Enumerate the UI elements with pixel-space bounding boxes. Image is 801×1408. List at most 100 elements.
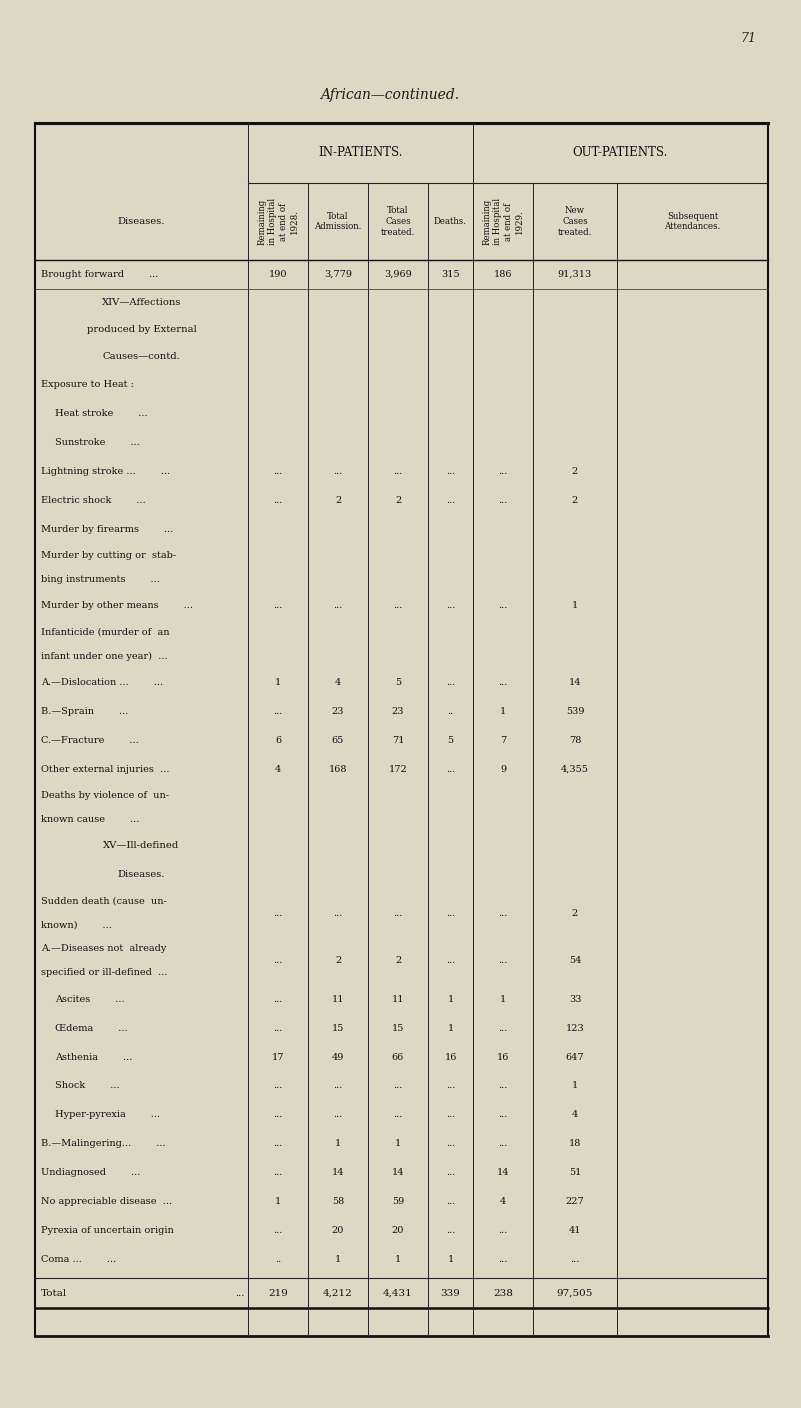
Text: ...: ... xyxy=(446,1197,455,1207)
Text: Ascites        ...: Ascites ... xyxy=(55,994,125,1004)
Text: specified or ill-defined  ...: specified or ill-defined ... xyxy=(41,969,167,977)
Text: Remaining
in Hospital
at end of
1929.: Remaining in Hospital at end of 1929. xyxy=(482,199,524,245)
Text: ..: .. xyxy=(448,707,453,715)
Text: Diseases.: Diseases. xyxy=(118,217,165,227)
Text: 20: 20 xyxy=(332,1226,344,1235)
Text: ...: ... xyxy=(273,1024,283,1032)
Text: African—continued.: African—continued. xyxy=(320,87,460,101)
Text: IN-PATIENTS.: IN-PATIENTS. xyxy=(318,146,403,159)
Text: ...: ... xyxy=(498,1255,508,1264)
Text: ...: ... xyxy=(273,707,283,715)
Text: 1: 1 xyxy=(275,677,281,687)
Text: ...: ... xyxy=(273,994,283,1004)
Text: Asthenia        ...: Asthenia ... xyxy=(55,1053,132,1062)
Text: 20: 20 xyxy=(392,1226,405,1235)
Text: 2: 2 xyxy=(572,908,578,918)
Text: ...: ... xyxy=(498,677,508,687)
Text: 14: 14 xyxy=(392,1169,405,1177)
Text: 168: 168 xyxy=(328,765,348,773)
Text: 4: 4 xyxy=(500,1197,506,1207)
Text: Diseases.: Diseases. xyxy=(118,870,165,879)
Text: Heat stroke        ...: Heat stroke ... xyxy=(55,408,147,418)
Text: ...: ... xyxy=(393,908,403,918)
Text: ...: ... xyxy=(446,1169,455,1177)
Text: 2: 2 xyxy=(395,496,401,504)
Text: 14: 14 xyxy=(332,1169,344,1177)
Text: ...: ... xyxy=(446,956,455,966)
Text: ...: ... xyxy=(446,765,455,773)
Text: New
Cases
treated.: New Cases treated. xyxy=(557,206,592,237)
Text: 5: 5 xyxy=(448,736,453,745)
Text: bing instruments        ...: bing instruments ... xyxy=(41,574,160,584)
Text: ...: ... xyxy=(393,1081,403,1090)
Text: 219: 219 xyxy=(268,1288,288,1298)
Text: ...: ... xyxy=(393,601,403,610)
Text: 4: 4 xyxy=(335,677,341,687)
Text: 17: 17 xyxy=(272,1053,284,1062)
Text: 4,355: 4,355 xyxy=(561,765,589,773)
Text: Undiagnosed        ...: Undiagnosed ... xyxy=(41,1169,140,1177)
Text: 11: 11 xyxy=(392,994,405,1004)
Text: ...: ... xyxy=(273,1111,283,1119)
Text: 54: 54 xyxy=(569,956,582,966)
Text: 23: 23 xyxy=(332,707,344,715)
Text: 5: 5 xyxy=(395,677,401,687)
Text: 2: 2 xyxy=(572,496,578,504)
Text: ...: ... xyxy=(498,908,508,918)
Text: 1: 1 xyxy=(448,1255,453,1264)
Text: Total
Admission.: Total Admission. xyxy=(314,211,362,231)
Text: 4: 4 xyxy=(572,1111,578,1119)
Text: ...: ... xyxy=(498,956,508,966)
Text: 41: 41 xyxy=(569,1226,582,1235)
Text: 1: 1 xyxy=(448,994,453,1004)
Text: 172: 172 xyxy=(388,765,408,773)
Text: Murder by firearms        ...: Murder by firearms ... xyxy=(41,525,173,534)
Text: 9: 9 xyxy=(500,765,506,773)
Text: 4: 4 xyxy=(275,765,281,773)
Text: 123: 123 xyxy=(566,1024,585,1032)
Text: Total
Cases
treated.: Total Cases treated. xyxy=(380,206,415,237)
Text: Murder by other means        ...: Murder by other means ... xyxy=(41,601,193,610)
Text: A.—Diseases not  already: A.—Diseases not already xyxy=(41,945,167,953)
Text: 78: 78 xyxy=(569,736,582,745)
Text: Infanticide (murder of  an: Infanticide (murder of an xyxy=(41,628,170,636)
Text: ..: .. xyxy=(275,1255,281,1264)
Text: Œdema        ...: Œdema ... xyxy=(55,1024,127,1032)
Text: 1: 1 xyxy=(335,1139,341,1149)
Text: ...: ... xyxy=(498,1024,508,1032)
Text: ...: ... xyxy=(333,1111,343,1119)
Text: Murder by cutting or  stab-: Murder by cutting or stab- xyxy=(41,551,176,560)
Text: ...: ... xyxy=(498,1081,508,1090)
Text: ...: ... xyxy=(393,466,403,476)
Text: ...: ... xyxy=(498,601,508,610)
Text: 14: 14 xyxy=(569,677,582,687)
Text: 2: 2 xyxy=(572,466,578,476)
Text: B.—Sprain        ...: B.—Sprain ... xyxy=(41,707,128,715)
Text: Pyrexia of uncertain origin: Pyrexia of uncertain origin xyxy=(41,1226,174,1235)
Text: 1: 1 xyxy=(572,601,578,610)
Text: ...: ... xyxy=(498,1139,508,1149)
Text: Subsequent
Attendances.: Subsequent Attendances. xyxy=(664,211,721,231)
Text: 1: 1 xyxy=(500,994,506,1004)
Text: 97,505: 97,505 xyxy=(557,1288,594,1298)
Text: 18: 18 xyxy=(569,1139,582,1149)
Text: 51: 51 xyxy=(569,1169,582,1177)
Text: ...: ... xyxy=(333,466,343,476)
Text: 4,212: 4,212 xyxy=(323,1288,353,1298)
Text: 238: 238 xyxy=(493,1288,513,1298)
Text: Brought forward        ...: Brought forward ... xyxy=(41,270,159,279)
Text: ...: ... xyxy=(446,1111,455,1119)
Text: 7: 7 xyxy=(500,736,506,745)
Text: 1: 1 xyxy=(395,1139,401,1149)
Text: ...: ... xyxy=(273,601,283,610)
Text: ...: ... xyxy=(446,1226,455,1235)
Text: Deaths by violence of  un-: Deaths by violence of un- xyxy=(41,791,169,800)
Text: known)        ...: known) ... xyxy=(41,921,112,929)
Text: ...: ... xyxy=(273,908,283,918)
Text: C.—Fracture        ...: C.—Fracture ... xyxy=(41,736,139,745)
Text: 339: 339 xyxy=(441,1288,461,1298)
Text: Coma ...        ...: Coma ... ... xyxy=(41,1255,116,1264)
Text: 16: 16 xyxy=(445,1053,457,1062)
Text: 15: 15 xyxy=(332,1024,344,1032)
Text: ...: ... xyxy=(446,1081,455,1090)
